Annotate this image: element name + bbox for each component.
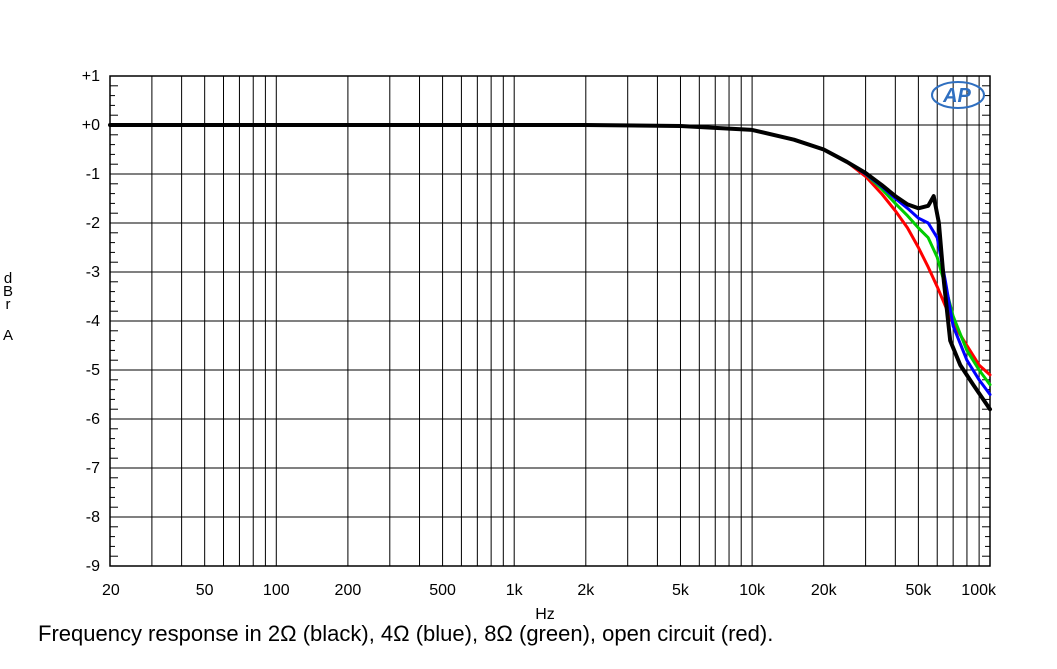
x-tick-label: 500 <box>429 582 456 599</box>
y-tick-label: -5 <box>86 362 100 379</box>
series-layer <box>108 123 992 412</box>
plot-frame <box>109 75 991 567</box>
y-tick-label: -1 <box>86 166 100 183</box>
x-tick-label: 10k <box>739 582 766 599</box>
series-line-3 <box>108 123 992 412</box>
y-axis-label-letter: r <box>6 296 11 313</box>
y-tick-label: +0 <box>82 117 100 134</box>
x-tick-label: 50 <box>196 582 214 599</box>
y-tick-label: +1 <box>82 68 100 85</box>
y-tick-label: -7 <box>86 460 100 477</box>
x-tick-label: 100 <box>263 582 290 599</box>
y-tick-label: -3 <box>86 264 100 281</box>
figure-caption: Frequency response in 2Ω (black), 4Ω (bl… <box>38 621 774 646</box>
x-axis-label: Hz <box>535 606 555 623</box>
ap-logo-text: AP <box>942 85 971 107</box>
series-line-1 <box>108 123 992 387</box>
x-tick-label: 2k <box>577 582 595 599</box>
ap-logo-ring <box>931 81 985 109</box>
y-axis-label-letter: A <box>3 327 13 344</box>
x-tick-label: 20k <box>811 582 838 599</box>
y-tick-label: -4 <box>86 313 100 330</box>
y-tick-label: -9 <box>86 558 100 575</box>
x-tick-label: 1k <box>506 582 524 599</box>
y-tick-label: -2 <box>86 215 100 232</box>
series-line-0 <box>108 123 992 377</box>
x-tick-label: 100k <box>961 582 997 599</box>
y-tick-label: -8 <box>86 509 100 526</box>
y-axis-label-letter: d <box>4 270 12 287</box>
y-axis-label-letter: B <box>3 283 13 300</box>
x-tick-label: 5k <box>672 582 690 599</box>
minor-grid <box>110 85 990 557</box>
x-tick-label: 20 <box>102 582 120 599</box>
series-line-2 <box>108 123 992 396</box>
x-tick-labels: 20 50 100 200 500 1k 2k 5k 10k 20k 50k 100k <box>102 582 997 599</box>
y-tick-labels: +1 +0 -1 -2 -3 -4 -5 -6 -7 -8 -9 <box>82 68 100 575</box>
x-tick-label: 200 <box>335 582 362 599</box>
ap-logo: AP <box>931 81 985 109</box>
x-tick-label: 50k <box>905 582 932 599</box>
major-grid <box>110 76 990 566</box>
y-tick-label: -6 <box>86 411 100 428</box>
